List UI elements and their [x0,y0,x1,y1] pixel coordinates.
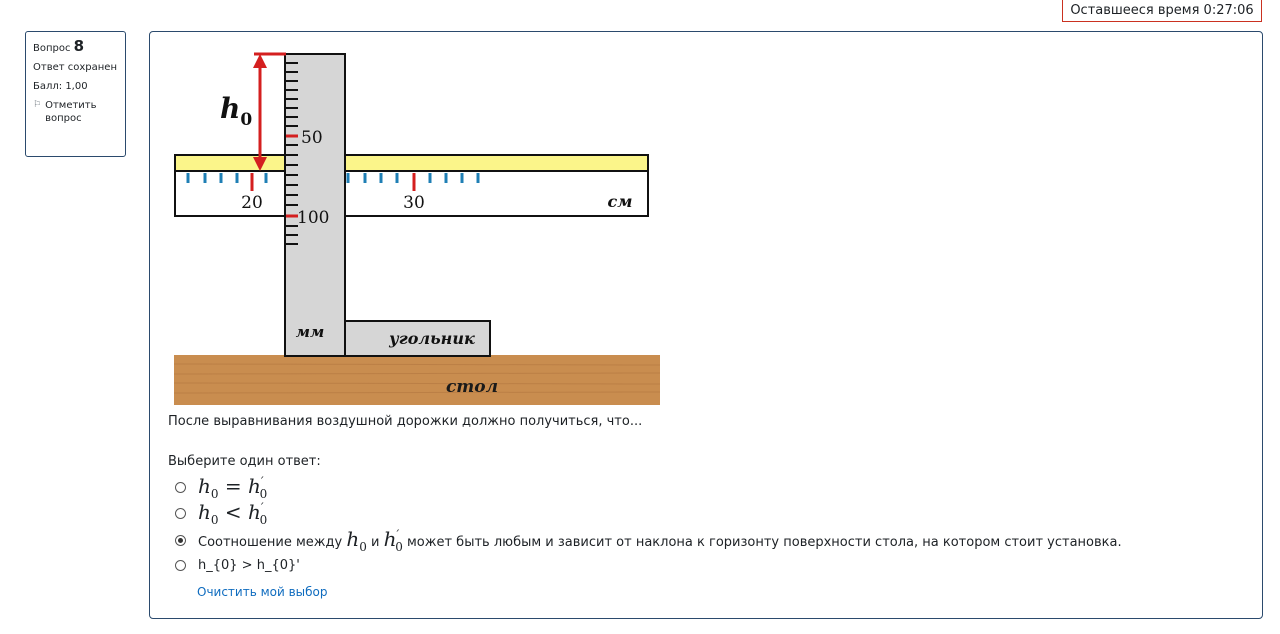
scale-label-50: 50 [301,128,323,148]
question-number-value: 8 [73,37,85,55]
horizontal-ruler [174,170,649,217]
square-label: угольник [388,329,475,348]
scale-label-20: 20 [241,193,263,213]
answer-radio-3[interactable] [175,535,186,546]
answer-2-formula: h0 < h′0 [198,500,268,527]
flag-question-button[interactable]: ⚐ Отметить вопрос [33,99,118,125]
question-number-label: Вопрос [33,43,71,54]
answer-radio-4[interactable] [175,560,186,571]
answer-4-text: h_{0} > h_{0}' [198,558,300,573]
table-label: стол [446,377,498,397]
answer-radio-1[interactable] [175,482,186,493]
answer-3-h0-prime: h′0 [383,527,403,554]
answer-3-h0: h0 [346,527,367,554]
table-surface [174,355,660,405]
answer-option-2[interactable]: h0 < h′0 [175,500,267,527]
time-remaining-indicator: Оставшееся время 0:27:06 [1062,0,1262,22]
answer-option-4[interactable]: h_{0} > h_{0}' [175,558,300,573]
answer-option-3[interactable]: Соотношение между h0 и h′0 может быть лю… [175,527,1122,554]
vertical-ruler-ticks [286,62,298,245]
scale-ticks [186,173,480,183]
flag-question-label: Отметить вопрос [45,100,97,124]
unit-mm-label: мм [296,323,325,341]
h0-label: h0 [220,92,252,130]
major-ticks [250,173,416,191]
answer-3-text: Соотношение между h0 и h′0 может быть лю… [198,527,1122,554]
question-info-panel: Вопрос 8 Ответ сохранен Балл: 1,00 ⚐ Отм… [25,31,126,157]
question-number: Вопрос 8 [33,37,118,55]
question-status: Ответ сохранен [33,62,117,73]
square-foot [344,320,491,357]
unit-cm-label: см [608,192,633,211]
answer-option-1[interactable]: h0 = h′0 [175,474,267,501]
scale-label-100: 100 [297,208,329,228]
flag-icon: ⚐ [33,100,42,110]
answer-prompt: Выберите один ответ: [168,454,321,469]
wood-grain [174,363,661,394]
scale-label-30: 30 [403,193,425,213]
air-track [174,154,649,172]
answer-radio-2[interactable] [175,508,186,519]
answer-1-formula: h0 = h′0 [198,474,268,501]
question-text: После выравнивания воздушной дорожки дол… [168,414,643,429]
question-content-panel [149,31,1263,619]
air-track-diagram: стол 20 30 см угольник [174,52,661,405]
h0-arrow [253,52,286,171]
vertical-major-ticks [286,134,298,218]
question-grade: Балл: 1,00 [33,81,88,92]
clear-choice-link[interactable]: Очистить мой выбор [197,585,328,599]
